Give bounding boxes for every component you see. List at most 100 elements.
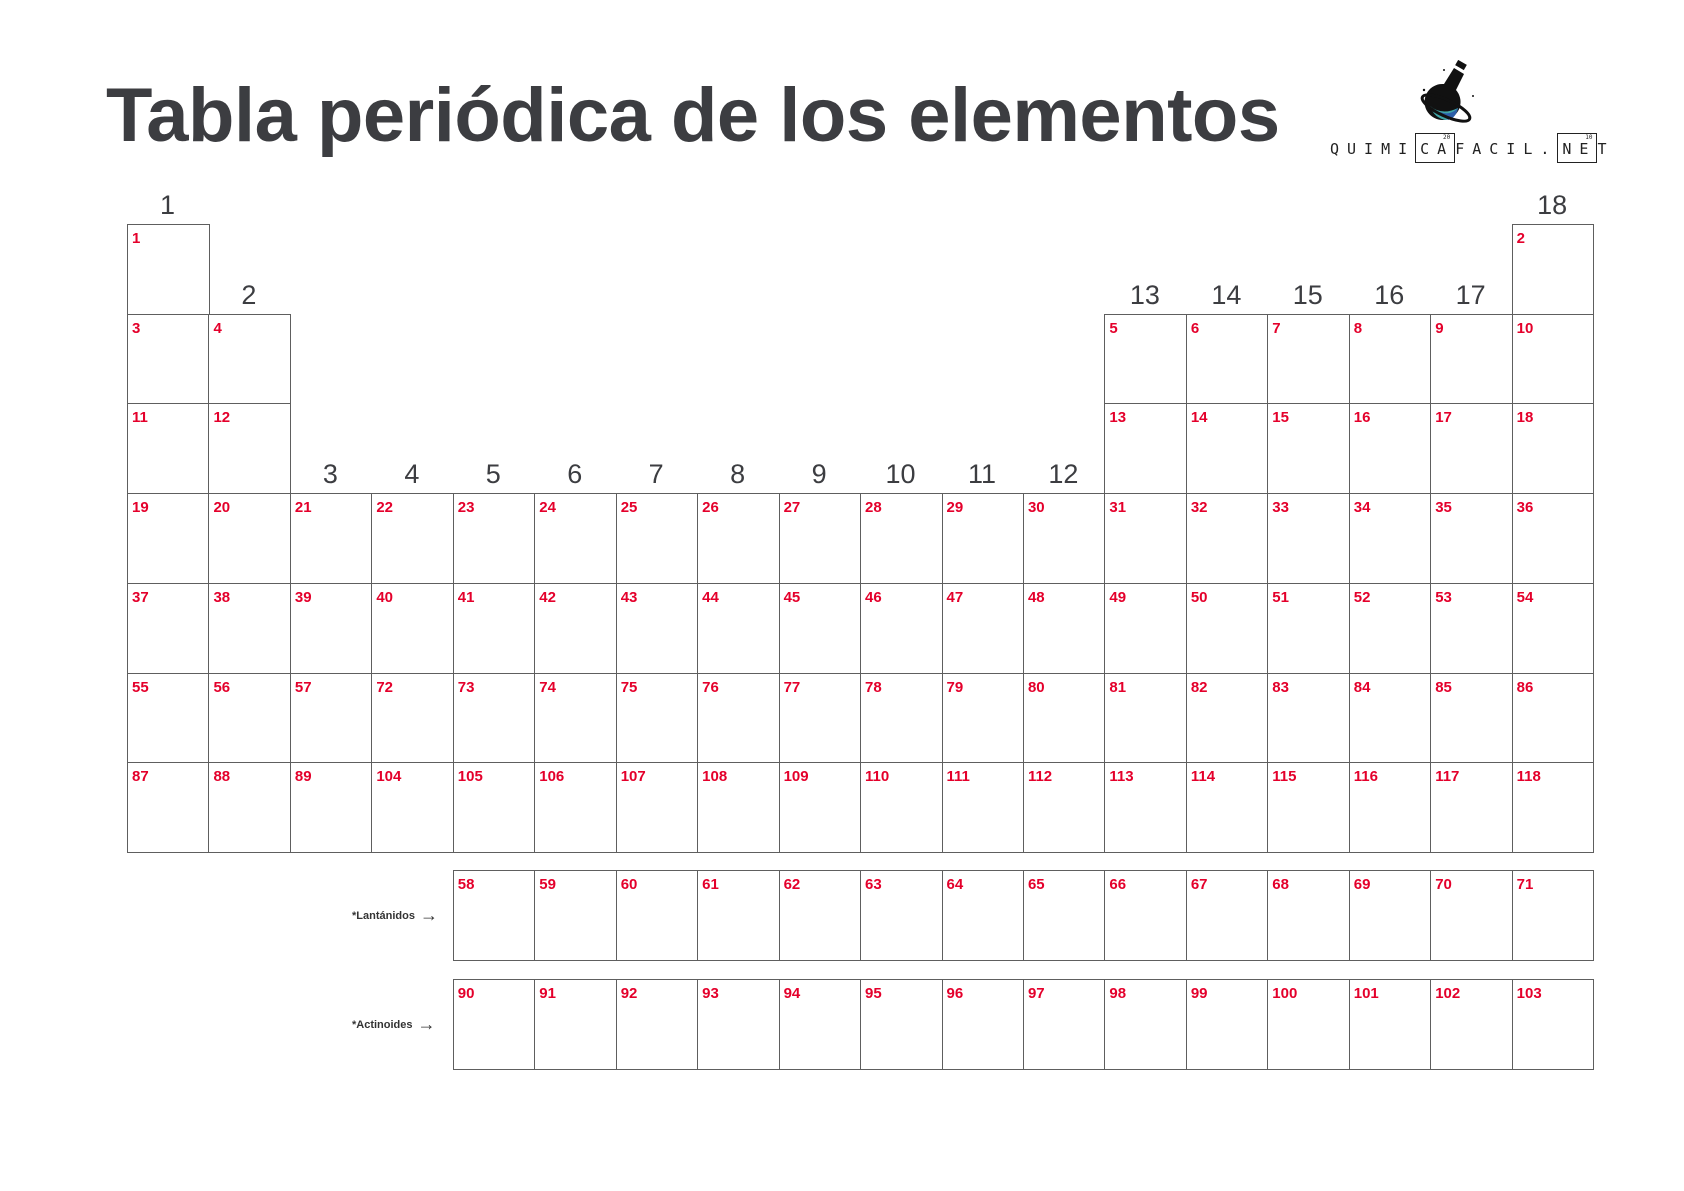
element-cell: 34 — [1348, 493, 1432, 585]
atomic-number: 33 — [1272, 499, 1289, 517]
atomic-number: 66 — [1109, 876, 1127, 893]
atomic-number: 95 — [865, 985, 882, 1002]
atomic-number: 74 — [539, 678, 556, 696]
atomic-number: 57 — [294, 678, 312, 696]
element-cell: 59 — [534, 870, 618, 962]
atomic-number: 69 — [1353, 876, 1371, 893]
flask-planet-icon — [1420, 60, 1474, 123]
element-cell: 69 — [1348, 870, 1432, 962]
atomic-number: 79 — [946, 678, 964, 696]
atomic-number: 48 — [1027, 588, 1045, 606]
element-cell: 96 — [941, 979, 1025, 1071]
atomic-number: 99 — [1190, 985, 1208, 1002]
group-label: 16 — [1374, 279, 1405, 310]
element-cell: 58 — [452, 870, 536, 962]
atomic-number: 16 — [1353, 409, 1371, 427]
element-cell: 90 — [452, 979, 536, 1071]
element-cell: 98 — [1104, 979, 1188, 1071]
atomic-number: 115 — [1272, 768, 1297, 786]
element-cell: 30 — [1022, 493, 1106, 585]
element-cell: 17 — [1430, 403, 1514, 495]
atomic-number: 77 — [783, 678, 801, 696]
atomic-number: 63 — [865, 876, 882, 893]
atomic-number: 71 — [1516, 876, 1534, 893]
atomic-number: 4 — [213, 319, 222, 337]
element-cell: 115 — [1267, 762, 1351, 854]
element-cell: 116 — [1348, 762, 1432, 854]
element-cell: 44 — [697, 582, 780, 674]
logo: QUIMI 20 CAFACIL. 10 NET — [1330, 60, 1606, 170]
element-cell: 12 — [208, 403, 292, 495]
group-label: 18 — [1537, 190, 1568, 220]
element-cell: 101 — [1348, 979, 1432, 1071]
atomic-number: 25 — [620, 499, 638, 517]
atomic-number: 11 — [132, 409, 148, 427]
element-cell: 7 — [1267, 313, 1351, 405]
element-cell: 91 — [534, 979, 618, 1071]
element-cell: 103 — [1511, 979, 1595, 1071]
atomic-number: 34 — [1353, 499, 1371, 517]
element-cell: 21 — [289, 493, 373, 585]
atomic-number: 94 — [783, 985, 801, 1002]
group-label: 3 — [322, 459, 338, 490]
element-cell: 38 — [208, 582, 292, 674]
element-cell: 28 — [860, 493, 943, 585]
atomic-number: 13 — [1109, 409, 1127, 427]
element-cell: 51 — [1267, 582, 1351, 674]
atomic-number: 105 — [457, 768, 483, 786]
element-cell: 39 — [289, 582, 373, 674]
atomic-number: 2 — [1516, 230, 1525, 247]
element-cell: 65 — [1022, 870, 1106, 962]
element-cell: 105 — [452, 762, 536, 854]
atomic-number: 7 — [1272, 319, 1281, 337]
atomic-number: 42 — [539, 588, 556, 606]
element-cell: 67 — [1185, 870, 1269, 962]
atomic-number: 113 — [1109, 768, 1134, 786]
element-cell: 97 — [1022, 979, 1106, 1071]
element-cell: 70 — [1430, 870, 1514, 962]
atomic-number: 102 — [1435, 985, 1461, 1002]
atomic-number: 20 — [213, 499, 231, 517]
group-label: 7 — [648, 459, 664, 490]
atomic-number: 45 — [783, 588, 801, 606]
element-cell: 14 — [1185, 403, 1269, 495]
group-label: 9 — [811, 459, 827, 490]
atomic-number: 83 — [1272, 678, 1289, 696]
atomic-number: 109 — [783, 768, 809, 786]
atomic-number: 60 — [620, 876, 638, 893]
atomic-number: 22 — [376, 499, 394, 517]
group-label: 5 — [485, 459, 501, 490]
element-cell: 102 — [1430, 979, 1514, 1071]
element-cell: 114 — [1185, 762, 1269, 854]
element-cell: 106 — [534, 762, 618, 854]
atomic-number: 76 — [702, 678, 719, 696]
element-cell: 52 — [1348, 582, 1432, 674]
element-cell: 85 — [1430, 672, 1514, 764]
logo-text: QUIMI 20 CAFACIL. 10 NET — [1330, 133, 1615, 163]
atomic-number: 64 — [946, 876, 964, 893]
element-cell: 72 — [371, 672, 455, 764]
element-cell: 16 — [1348, 403, 1432, 495]
atomic-number: 12 — [213, 409, 231, 427]
element-cell: 79 — [941, 672, 1025, 764]
atomic-number: 82 — [1190, 678, 1208, 696]
atomic-number: 85 — [1435, 678, 1452, 696]
element-cell: 117 — [1430, 762, 1514, 854]
atomic-number: 97 — [1027, 985, 1045, 1002]
group-label: 17 — [1455, 279, 1486, 310]
page-title: Tabla periódica de los elementos — [106, 73, 1280, 158]
atomic-number: 28 — [865, 499, 882, 517]
atomic-number: 55 — [132, 678, 149, 696]
element-cell: 74 — [534, 672, 618, 764]
element-cell: 95 — [860, 979, 943, 1071]
element-cell: 23 — [452, 493, 536, 585]
atomic-number: 70 — [1435, 876, 1452, 893]
element-cell: 11 — [127, 403, 210, 495]
element-cell: 64 — [941, 870, 1025, 962]
atomic-number: 35 — [1435, 499, 1452, 517]
atomic-number: 49 — [1109, 588, 1127, 606]
atomic-number: 18 — [1516, 409, 1534, 427]
atomic-number: 73 — [457, 678, 475, 696]
element-cell: 27 — [778, 493, 862, 585]
atomic-number: 88 — [213, 768, 231, 786]
